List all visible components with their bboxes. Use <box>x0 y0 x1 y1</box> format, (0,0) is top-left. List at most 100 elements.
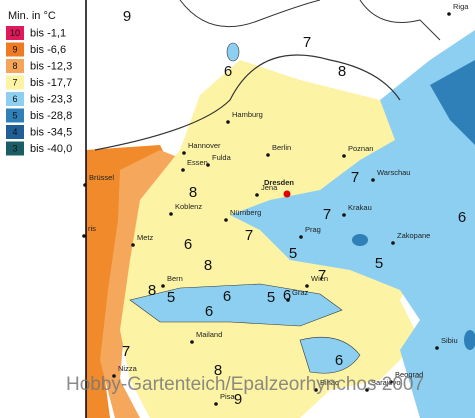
city-label: Prag <box>305 225 321 234</box>
zone-label: 6 <box>335 352 343 369</box>
watermark: Hobby-Gartenteich/Epalzeorhynchos 2007 <box>66 374 424 395</box>
zone-label: 7 <box>122 343 130 360</box>
city-dot <box>224 218 228 222</box>
city-label: Sarajevo <box>371 378 401 387</box>
city-label: Bihac <box>320 378 339 387</box>
legend-label: bis -34,5 <box>30 126 72 138</box>
city-label: Sibiu <box>441 336 458 345</box>
contour <box>179 0 321 28</box>
city-dot <box>391 241 395 245</box>
legend-title: Min. in °C <box>8 10 56 22</box>
city-dot <box>299 235 303 239</box>
city-dot <box>266 153 270 157</box>
legend: 10 bis -1,1 9 bis -6,6 8 bis -12,3 7 bis -17,7 6… <box>6 26 72 156</box>
zone-8-area <box>100 150 185 418</box>
patch <box>464 330 475 350</box>
city-label: Brüssel <box>89 173 114 182</box>
legend-zone: 5 <box>12 110 17 120</box>
zone-label: 9 <box>234 391 242 408</box>
legend-zone: 6 <box>12 94 17 104</box>
city-dot <box>255 193 259 197</box>
zone-label: 8 <box>204 257 212 274</box>
zone-label: 5 <box>289 245 297 262</box>
city-dot <box>389 380 393 384</box>
city-label: Graz <box>292 288 309 297</box>
legend-label: bis -12,3 <box>30 60 72 72</box>
city-label: Bern <box>167 274 183 283</box>
balkan-area <box>299 336 361 374</box>
city-label: Zakopane <box>397 231 430 240</box>
legend-swatch <box>6 141 24 156</box>
zone-label: 8 <box>338 63 346 80</box>
legend-label: bis -17,7 <box>30 77 72 89</box>
zone-label: 7 <box>318 267 326 284</box>
city-label: Riga <box>453 2 469 11</box>
city-label: Koblenz <box>175 202 202 211</box>
alps-area <box>129 283 343 327</box>
legend-zone: 8 <box>12 61 17 71</box>
cities: Hamburg Hannover Berlin Poznan Essen DresdenJ… <box>82 2 469 406</box>
city-dot <box>161 284 165 288</box>
city-dot <box>190 340 194 344</box>
zone-label: 6 <box>205 303 213 320</box>
city-dot <box>206 163 210 167</box>
city-dot <box>342 154 346 158</box>
zone-label: 9 <box>123 8 131 25</box>
city-dot <box>112 374 116 378</box>
legend-zone: 9 <box>12 44 17 54</box>
legend-zone: 7 <box>12 77 17 87</box>
city-dot <box>169 212 173 216</box>
zone-label: 7 <box>323 206 331 223</box>
legend-label: bis -6,6 <box>30 44 66 56</box>
legend-swatch <box>6 125 24 139</box>
zone-label: 6 <box>458 209 466 226</box>
city-label: Mailand <box>196 330 222 339</box>
legend-label: bis -23,3 <box>30 93 72 105</box>
city-label: Krakau <box>348 203 372 212</box>
city-label: Hamburg <box>232 110 263 119</box>
legend-label: bis -1,1 <box>30 27 66 39</box>
patch <box>352 234 368 246</box>
zone-label: 6 <box>184 236 192 253</box>
city-dot <box>214 402 218 406</box>
city-label: Berlin <box>272 143 291 152</box>
zone-label: 8 <box>214 362 222 379</box>
legend-swatch <box>6 26 24 40</box>
zone-6-area <box>230 30 475 418</box>
zone-9-area <box>86 145 175 418</box>
legend-zone: 3 <box>12 143 17 153</box>
zone-label: 5 <box>167 289 175 306</box>
city-dot <box>82 234 86 238</box>
city-dot <box>447 12 451 16</box>
city-label: Essen <box>187 158 208 167</box>
city-label: Poznan <box>348 144 373 153</box>
legend-swatch <box>6 42 24 57</box>
zone-5-area <box>430 60 475 145</box>
city-dot <box>314 388 318 392</box>
city-label: Jena <box>261 183 278 192</box>
legend-zone: 4 <box>12 127 17 137</box>
legend-swatch <box>6 92 24 106</box>
city-label: Warschau <box>377 168 410 177</box>
legend-swatch <box>6 75 24 90</box>
city-dot <box>342 213 346 217</box>
contour <box>94 54 401 151</box>
city-dot <box>371 178 375 182</box>
zone-label: 6 <box>283 287 291 304</box>
city-dot <box>283 190 291 198</box>
zone-label: 6 <box>223 288 231 305</box>
city-label: Beograd <box>395 370 423 379</box>
city-label: Dresden <box>264 178 294 187</box>
city-dot <box>181 168 185 172</box>
city-label: Wien <box>311 274 328 283</box>
zone-label: 8 <box>189 184 197 201</box>
city-dot <box>435 346 439 350</box>
legend-label: bis -40,0 <box>30 143 72 155</box>
legend-zone: 10 <box>10 28 20 38</box>
city-dot <box>365 388 369 392</box>
city-label: Nürnberg <box>230 208 261 217</box>
zone-label: 7 <box>245 227 253 244</box>
city-label: Hannover <box>188 141 221 150</box>
